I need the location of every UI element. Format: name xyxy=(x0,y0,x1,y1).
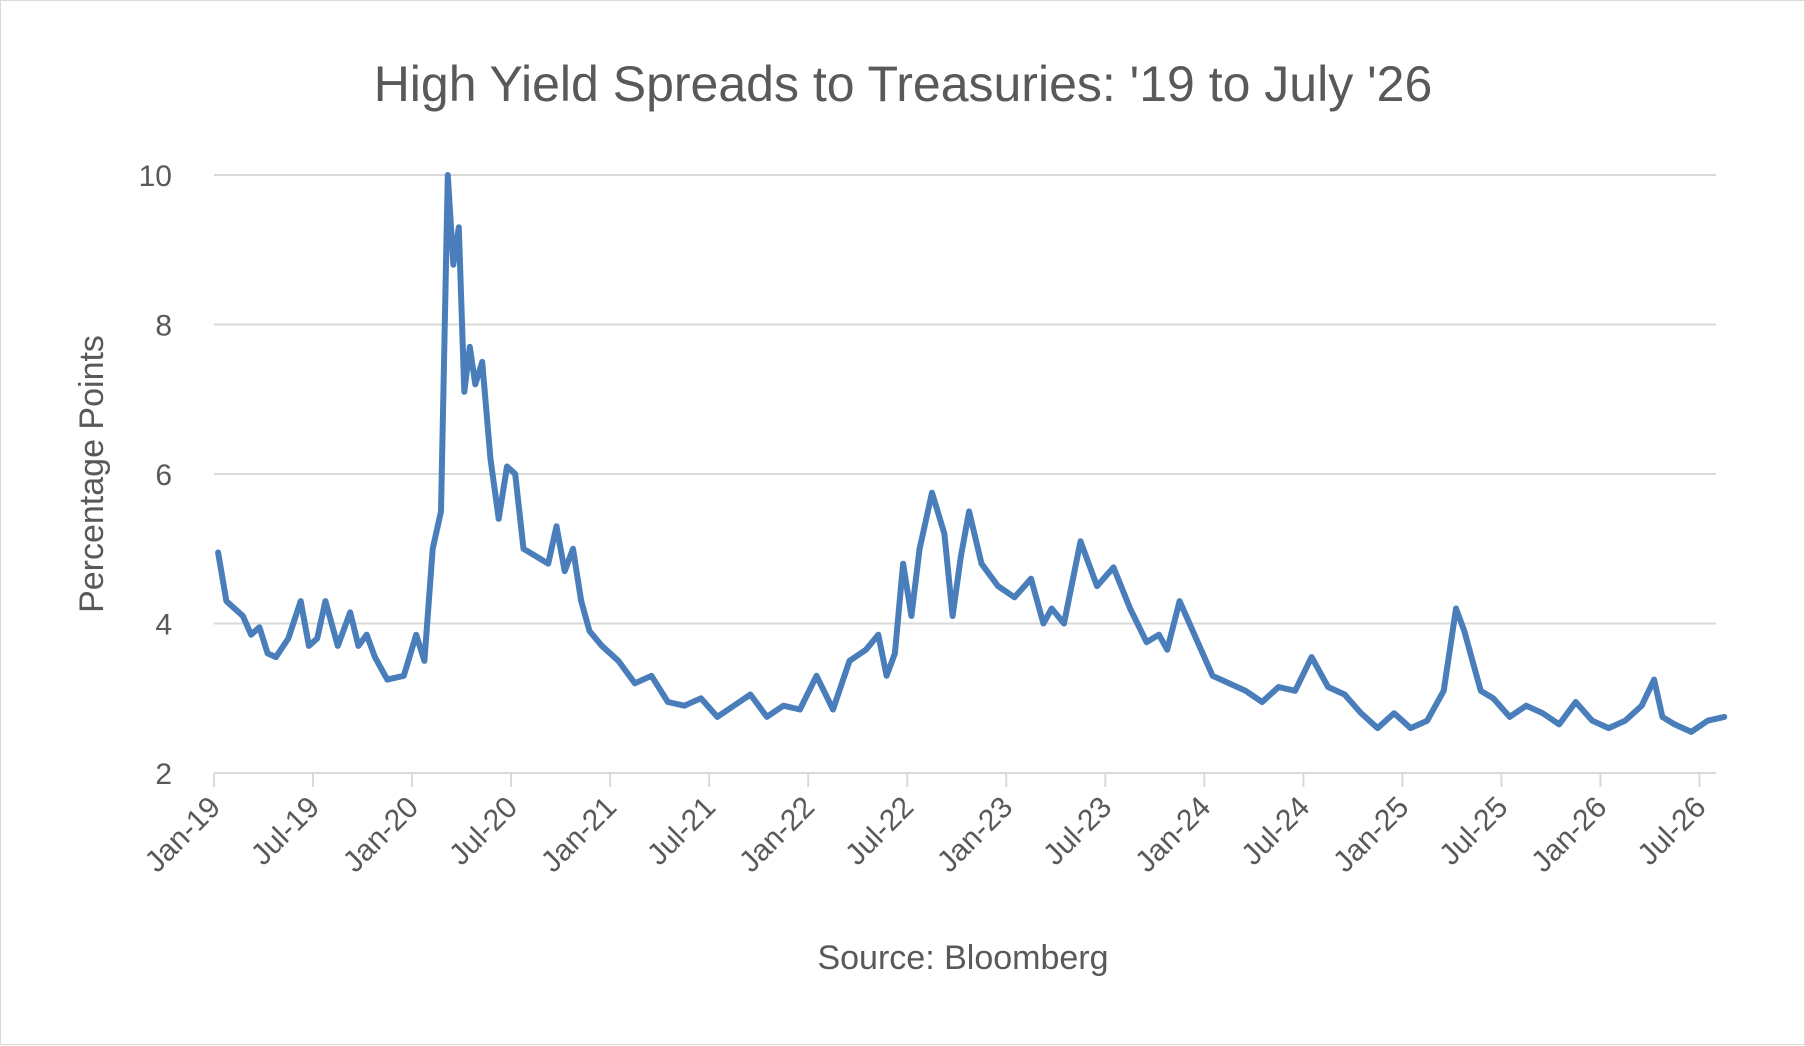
y-tick-label: 2 xyxy=(155,758,172,791)
y-tick-label: 6 xyxy=(155,459,172,492)
x-tick-label: Jan-25 xyxy=(1327,791,1415,879)
x-tick-label: Jan-21 xyxy=(535,791,623,879)
x-tick-label: Jul-19 xyxy=(245,791,326,872)
x-tick-label: Jul-21 xyxy=(641,791,722,872)
x-tick-label: Jan-19 xyxy=(139,791,227,879)
y-tick-label: 8 xyxy=(155,310,172,343)
x-axis-label: Source: Bloomberg xyxy=(817,939,1108,977)
x-axis: Jan-19 Jul-19 Jan-20 Jul-20 Jan-21 Jul-21 Jan-… xyxy=(139,772,1716,879)
x-tick-label: Jan-24 xyxy=(1129,791,1217,879)
x-tick-label: Jul-24 xyxy=(1235,791,1316,872)
y-tick-label: 4 xyxy=(155,609,172,642)
y-tick-label: 10 xyxy=(139,160,172,193)
x-tick-label: Jul-26 xyxy=(1631,791,1712,872)
x-tick-label: Jul-20 xyxy=(443,791,524,872)
chart-title: High Yield Spreads to Treasuries: '19 to… xyxy=(374,56,1433,112)
x-tick-label: Jul-23 xyxy=(1037,791,1118,872)
x-tick-label: Jul-22 xyxy=(839,791,920,872)
x-tick-label: Jan-20 xyxy=(337,791,425,879)
x-tick-label: Jan-26 xyxy=(1525,791,1613,879)
y-axis-ticks: 2 4 6 8 10 xyxy=(139,160,172,791)
x-tick-label: Jan-23 xyxy=(931,791,1019,879)
x-tick-label: Jul-25 xyxy=(1433,791,1514,872)
series-line xyxy=(215,172,1728,735)
x-tick-label: Jan-22 xyxy=(733,791,821,879)
series-layer xyxy=(215,172,1728,735)
y-axis-label: Percentage Points xyxy=(73,335,111,613)
